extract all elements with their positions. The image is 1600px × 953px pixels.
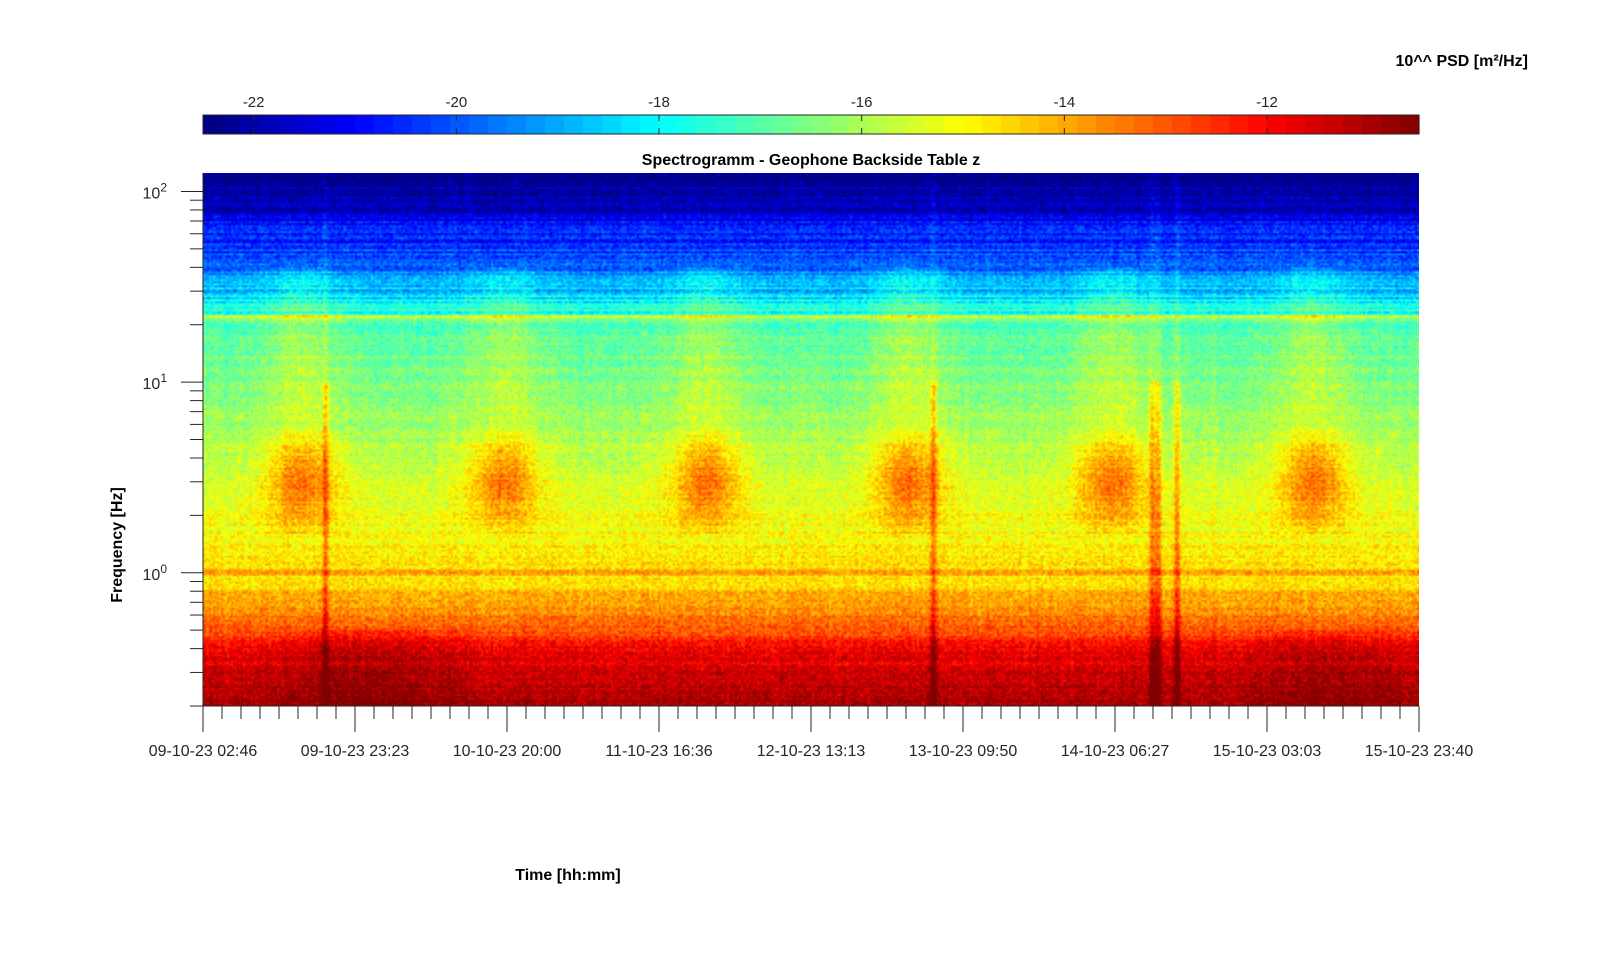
colorbar-cell xyxy=(849,115,869,134)
colorbar-cell xyxy=(298,115,318,134)
colorbar-cell xyxy=(963,115,983,134)
colorbar-cell xyxy=(431,115,451,134)
colorbar-cell xyxy=(1229,115,1249,134)
colorbar-cell xyxy=(507,115,527,134)
colorbar-label: 10^^ PSD [m²/Hz] xyxy=(1396,53,1528,70)
colorbar-cell xyxy=(754,115,774,134)
colorbar-cell xyxy=(868,115,888,134)
colorbar-cell xyxy=(393,115,413,134)
x-tick-label: 15-10-23 23:40 xyxy=(1365,743,1474,760)
x-tick-label: 11-10-23 16:36 xyxy=(605,743,712,760)
colorbar-cell xyxy=(1115,115,1135,134)
colorbar-cell xyxy=(735,115,755,134)
colorbar-cell xyxy=(564,115,584,134)
x-tick-label: 13-10-23 09:50 xyxy=(909,743,1018,760)
colorbar-cell xyxy=(697,115,717,134)
colorbar-cell xyxy=(1191,115,1211,134)
colorbar-cell xyxy=(602,115,622,134)
colorbar-cell xyxy=(1153,115,1173,134)
y-tick-label: 102 xyxy=(143,180,168,202)
x-tick-label: 10-10-23 20:00 xyxy=(453,743,562,760)
colorbar-tick-label: -16 xyxy=(851,94,873,111)
colorbar-cell xyxy=(1248,115,1268,134)
colorbar-cell xyxy=(1077,115,1097,134)
colorbar-cell xyxy=(469,115,489,134)
colorbar-cell xyxy=(944,115,964,134)
colorbar-cell xyxy=(203,115,223,134)
colorbar-cell xyxy=(1324,115,1344,134)
colorbar-cell xyxy=(678,115,698,134)
colorbar-cell xyxy=(1020,115,1040,134)
colorbar-cell xyxy=(317,115,337,134)
colorbar-cell xyxy=(1039,115,1059,134)
colorbar: -22 -20 -18 -16 -14 -12 10^^ PSD [m²/Hz] xyxy=(202,53,1528,135)
colorbar-cell xyxy=(1172,115,1192,134)
colorbar-cell xyxy=(222,115,242,134)
colorbar-tick-label: -12 xyxy=(1256,94,1278,111)
colorbar-cell xyxy=(1058,115,1078,134)
colorbar-cell xyxy=(621,115,641,134)
y-axis-label: Frequency [Hz] xyxy=(109,487,126,603)
colorbar-cell xyxy=(640,115,660,134)
colorbar-tick-label: -18 xyxy=(648,94,670,111)
colorbar-cell xyxy=(336,115,356,134)
colorbar-cell xyxy=(355,115,375,134)
colorbar-cell xyxy=(412,115,432,134)
colorbar-cell xyxy=(260,115,280,134)
plot-area: 100 101 102 09-10-23 02:46 09-10-23 23:23 10… xyxy=(143,173,1474,760)
x-tick-label: 09-10-23 02:46 xyxy=(149,743,258,760)
colorbar-cell xyxy=(1381,115,1401,134)
spectrogram-heatmap xyxy=(203,173,1419,706)
colorbar-tick-label: -14 xyxy=(1053,94,1075,111)
colorbar-cell xyxy=(1305,115,1325,134)
colorbar-cell xyxy=(1362,115,1382,134)
colorbar-tick-label: -20 xyxy=(445,94,467,111)
colorbar-cell xyxy=(450,115,470,134)
colorbar-cell xyxy=(374,115,394,134)
colorbar-cell xyxy=(830,115,850,134)
x-tick-label: 15-10-23 03:03 xyxy=(1213,743,1322,760)
colorbar-cell xyxy=(773,115,793,134)
colorbar-tick-label: -22 xyxy=(243,94,265,111)
colorbar-cell xyxy=(906,115,926,134)
colorbar-cell xyxy=(1286,115,1306,134)
colorbar-cell xyxy=(488,115,508,134)
colorbar-cell xyxy=(279,115,299,134)
colorbar-cell xyxy=(583,115,603,134)
x-tick-label: 14-10-23 06:27 xyxy=(1061,743,1170,760)
colorbar-cell xyxy=(887,115,907,134)
chart-title: Spectrogramm - Geophone Backside Table z xyxy=(642,152,980,169)
x-tick-label: 09-10-23 23:23 xyxy=(301,743,410,760)
y-tick-label: 100 xyxy=(143,562,168,584)
x-tick-label: 12-10-23 13:13 xyxy=(757,743,866,760)
x-axis-label: Time [hh:mm] xyxy=(515,867,620,884)
colorbar-cell xyxy=(1001,115,1021,134)
colorbar-cell xyxy=(1096,115,1116,134)
colorbar-cell xyxy=(1400,115,1420,134)
colorbar-frame xyxy=(202,114,1420,135)
colorbar-cell xyxy=(792,115,812,134)
y-tick-label: 101 xyxy=(143,371,168,393)
colorbar-cell xyxy=(526,115,546,134)
colorbar-cell xyxy=(1343,115,1363,134)
colorbar-cell xyxy=(1267,115,1287,134)
colorbar-cell xyxy=(659,115,679,134)
colorbar-cell xyxy=(716,115,736,134)
colorbar-cell xyxy=(982,115,1002,134)
colorbar-cell xyxy=(241,115,261,134)
colorbar-cell xyxy=(925,115,945,134)
colorbar-cell xyxy=(1210,115,1230,134)
colorbar-cell xyxy=(545,115,565,134)
colorbar-cell xyxy=(811,115,831,134)
colorbar-cell xyxy=(1134,115,1154,134)
